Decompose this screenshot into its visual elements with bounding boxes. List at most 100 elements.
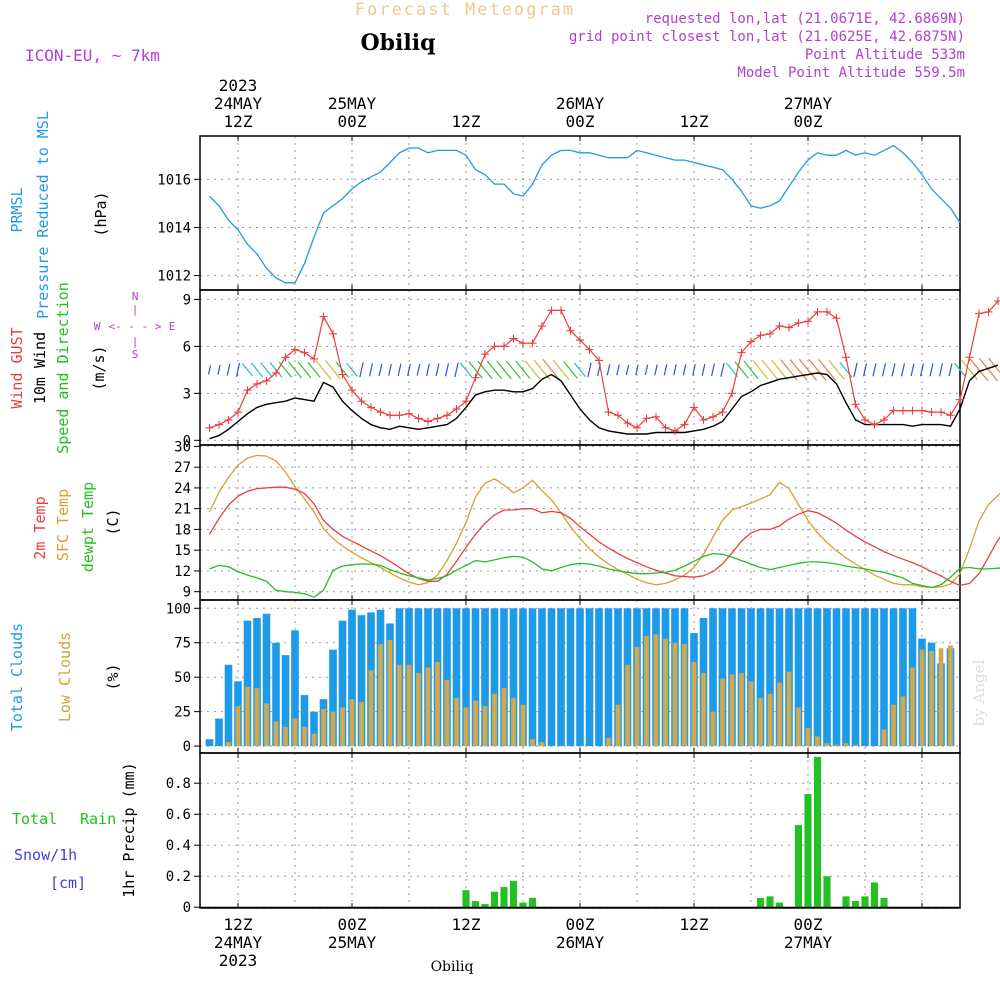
wind-direction-arrow xyxy=(900,363,906,377)
total-clouds-bar xyxy=(538,608,546,747)
wind-direction-arrow xyxy=(872,363,877,377)
panel-precip: 0 0.2 0.4 0.6 0.8 Total Rain Snow/1h [cm] 1h… xyxy=(12,752,961,916)
compass-rose: N | W <- - - > E | S xyxy=(94,290,176,361)
wind-direction-arrow xyxy=(853,362,858,378)
time-label: 12Z xyxy=(224,915,253,934)
low-clouds-bar xyxy=(254,688,260,747)
total-clouds-bar xyxy=(823,608,831,747)
low-clouds-bar xyxy=(815,736,820,747)
total-clouds-bar xyxy=(348,609,356,747)
total-clouds-bar xyxy=(443,608,451,747)
wind-direction-arrow xyxy=(368,363,374,377)
low-clouds-bar xyxy=(796,707,801,747)
legend-total: Total xyxy=(12,810,57,828)
wind-direction-arrow xyxy=(817,358,837,381)
wind-direction-arrow xyxy=(711,363,715,377)
wind-direction-arrow xyxy=(552,359,570,381)
legend-prmsl: PRMSL xyxy=(8,187,26,232)
total-clouds-bar xyxy=(899,608,907,747)
total-clouds-bar xyxy=(452,608,461,747)
panel-wind: 0 3 6 9 Wind GUST 10m Wind Speed and Direct… xyxy=(8,282,1000,454)
total-clouds-bar xyxy=(709,608,717,747)
low-clouds-bar xyxy=(387,639,393,747)
low-clouds-bar xyxy=(672,642,678,747)
low-clouds-bar xyxy=(948,645,953,747)
time-label: 24MAY xyxy=(214,933,263,952)
time-label: 12Z xyxy=(452,915,481,934)
low-clouds-bar xyxy=(634,646,640,747)
low-clouds-bar xyxy=(283,726,288,747)
time-label: 00Z xyxy=(794,915,823,934)
wind-direction-arrow xyxy=(828,359,845,380)
wind-direction-arrow xyxy=(663,364,668,376)
wind-direction-arrow xyxy=(241,363,254,377)
footer-location: Obiliq xyxy=(431,959,474,975)
time-label: 2023 xyxy=(219,76,258,95)
info-requested: requested lon,lat (21.0671E, 42.6869N) xyxy=(645,11,965,27)
low-clouds-bar xyxy=(473,700,478,747)
wind-direction-arrow xyxy=(692,364,696,376)
panel-pressure: 1012 1014 1016 PRMSL Pressure Reduced to M… xyxy=(8,111,961,319)
total-clouds-bar xyxy=(547,608,556,747)
wind-direction-arrow xyxy=(468,361,483,379)
low-clouds-bar xyxy=(492,693,497,747)
wind-direction-arrow xyxy=(587,362,592,378)
time-label: 00Z xyxy=(338,915,367,934)
ylabel-precip: 1hr Precip (mm) xyxy=(120,762,138,897)
info-model-altitude: Model Point Altitude 559.5m xyxy=(737,65,965,81)
y-tick-label: 50 xyxy=(174,670,191,686)
low-clouds-bar xyxy=(910,667,915,747)
compass-s: S xyxy=(132,348,139,361)
total-clouds-bar xyxy=(490,608,499,747)
low-clouds-bar xyxy=(245,686,250,747)
low-clouds-bar xyxy=(425,667,431,747)
rain-bar xyxy=(471,901,480,908)
low-clouds-bar xyxy=(748,681,754,747)
low-clouds-bar xyxy=(330,711,336,747)
total-clouds-bar xyxy=(300,695,309,747)
wind-direction-arrow xyxy=(444,363,450,377)
total-clouds-bar xyxy=(889,608,898,747)
total-clouds-bar xyxy=(718,608,727,747)
wind-direction-arrow xyxy=(459,362,473,378)
wind-direction-arrow xyxy=(388,363,392,376)
legend-pressure-msl: Pressure Reduced to MSL xyxy=(34,111,52,319)
total-clouds-bar xyxy=(310,711,318,747)
total-clouds-bar xyxy=(861,608,869,747)
wind-direction-arrow xyxy=(260,362,273,378)
low-clouds-bar xyxy=(653,634,659,747)
wind-direction-arrow xyxy=(654,364,658,376)
wind-direction-arrow xyxy=(798,358,818,381)
time-label: 12Z xyxy=(680,915,709,934)
wind-direction-arrow xyxy=(644,364,649,376)
rain-bar xyxy=(823,876,831,908)
low-clouds-bar xyxy=(691,662,697,747)
wind-direction-arrow xyxy=(217,364,221,375)
y-tick-label: 9 xyxy=(183,292,191,308)
panel-temperature: 9 12 15 18 21 24 27 30 2m Temp SFC Temp dewpt T… xyxy=(31,439,1000,601)
total-clouds-bar xyxy=(262,613,271,747)
rain-bar xyxy=(766,896,774,908)
rain-bar xyxy=(870,882,879,908)
legend-2m-temp: 2m Temp xyxy=(31,496,49,559)
watermark: by Angel xyxy=(970,659,988,726)
low-clouds-bar xyxy=(463,707,469,747)
ylabel-clouds: (%) xyxy=(104,663,122,690)
time-label: 26MAY xyxy=(556,933,605,952)
legend-sfc-temp: SFC Temp xyxy=(54,489,72,561)
low-clouds-bar xyxy=(454,697,459,747)
low-clouds-bar xyxy=(311,733,317,747)
low-clouds-bar xyxy=(264,703,269,747)
wind-direction-arrow xyxy=(701,363,706,376)
low-clouds-bar xyxy=(321,708,326,747)
total-clouds-bar xyxy=(462,608,470,747)
time-label: 12Z xyxy=(680,112,709,131)
total-clouds-bar xyxy=(329,649,337,747)
time-label: 24MAY xyxy=(214,94,263,113)
rain-bar xyxy=(528,897,537,908)
rain-bar xyxy=(804,794,812,908)
wind-direction-arrow xyxy=(426,363,430,376)
legend-rain: Rain xyxy=(80,810,116,828)
location-title: Obiliq xyxy=(360,30,435,56)
wind-direction-arrow xyxy=(454,362,459,378)
